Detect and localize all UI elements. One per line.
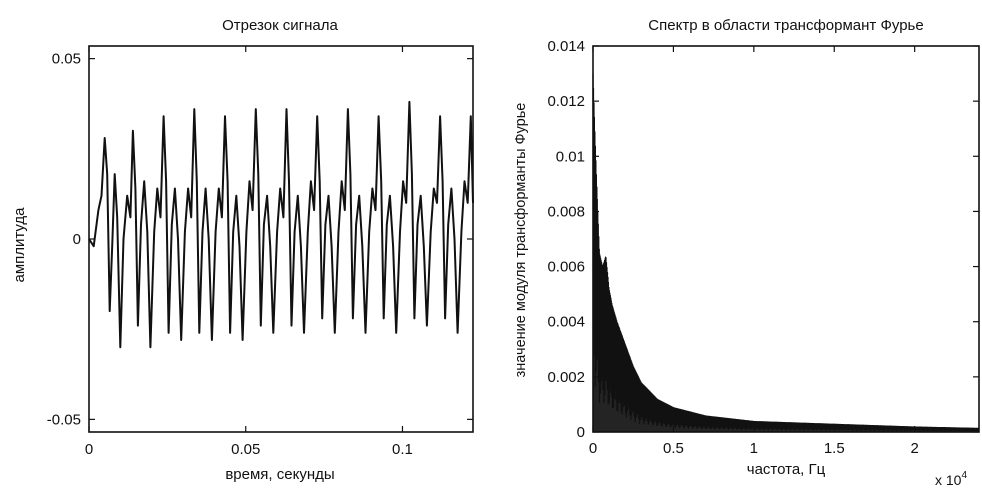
spectrum-x-tick-label: 1 — [750, 440, 758, 457]
signal-chart: Отрезок сигнала амплитуда время, секунды… — [11, 17, 474, 483]
spectrum-chart-ticks: 0 0.5 1 1.5 2 0 0.002 0.004 0.006 0.008 0.01 0.012 0… — [547, 38, 979, 457]
signal-x-tick-label: 0.05 — [231, 441, 260, 458]
spectrum-series-band — [593, 73, 979, 432]
spectrum-chart-xlabel: частота, Гц — [747, 461, 826, 478]
spectrum-x-tick-label: 1.5 — [824, 440, 845, 457]
signal-series-line — [88, 100, 474, 349]
spectrum-x-tick-label: 2 — [910, 440, 918, 457]
spectrum-y-tick-label: 0.01 — [556, 148, 585, 165]
spectrum-chart-frame — [592, 45, 980, 433]
spectrum-chart: Спектр в области трансформант Фурье знач… — [513, 17, 980, 488]
signal-x-tick-label: 0.1 — [392, 441, 413, 458]
signal-chart-frame — [88, 45, 474, 433]
spectrum-y-tick-label: 0 — [577, 424, 585, 441]
spectrum-x-scale-exponent: 4 — [961, 470, 967, 481]
signal-chart-title: Отрезок сигнала — [222, 17, 338, 34]
spectrum-y-tick-label: 0.012 — [547, 93, 585, 110]
spectrum-series-line — [592, 73, 980, 432]
spectrum-x-tick-label: 0.5 — [663, 440, 684, 457]
spectrum-y-tick-label: 0.002 — [547, 369, 585, 386]
spectrum-y-tick-label: 0.014 — [547, 38, 585, 55]
spectrum-x-tick-label: 0 — [589, 440, 597, 457]
signal-chart-ylabel: амплитуда — [11, 207, 28, 283]
spectrum-x-scale-text: x 10 — [935, 472, 962, 488]
spectrum-x-scale-multiplier: x 104 — [935, 470, 967, 488]
spectrum-y-tick-label: 0.006 — [547, 259, 585, 276]
spectrum-chart-ylabel: значение модуля трансформанты Фурье — [513, 103, 529, 378]
signal-y-tick-label: 0 — [73, 231, 81, 248]
signal-y-tick-label: -0.05 — [47, 411, 81, 428]
spectrum-y-tick-label: 0.004 — [547, 314, 585, 331]
spectrum-y-tick-label: 0.008 — [547, 203, 585, 220]
signal-x-tick-label: 0 — [85, 441, 93, 458]
signal-y-tick-label: 0.05 — [52, 51, 81, 68]
signal-chart-xlabel: время, секунды — [225, 466, 334, 483]
spectrum-chart-title: Спектр в области трансформант Фурье — [648, 17, 923, 34]
